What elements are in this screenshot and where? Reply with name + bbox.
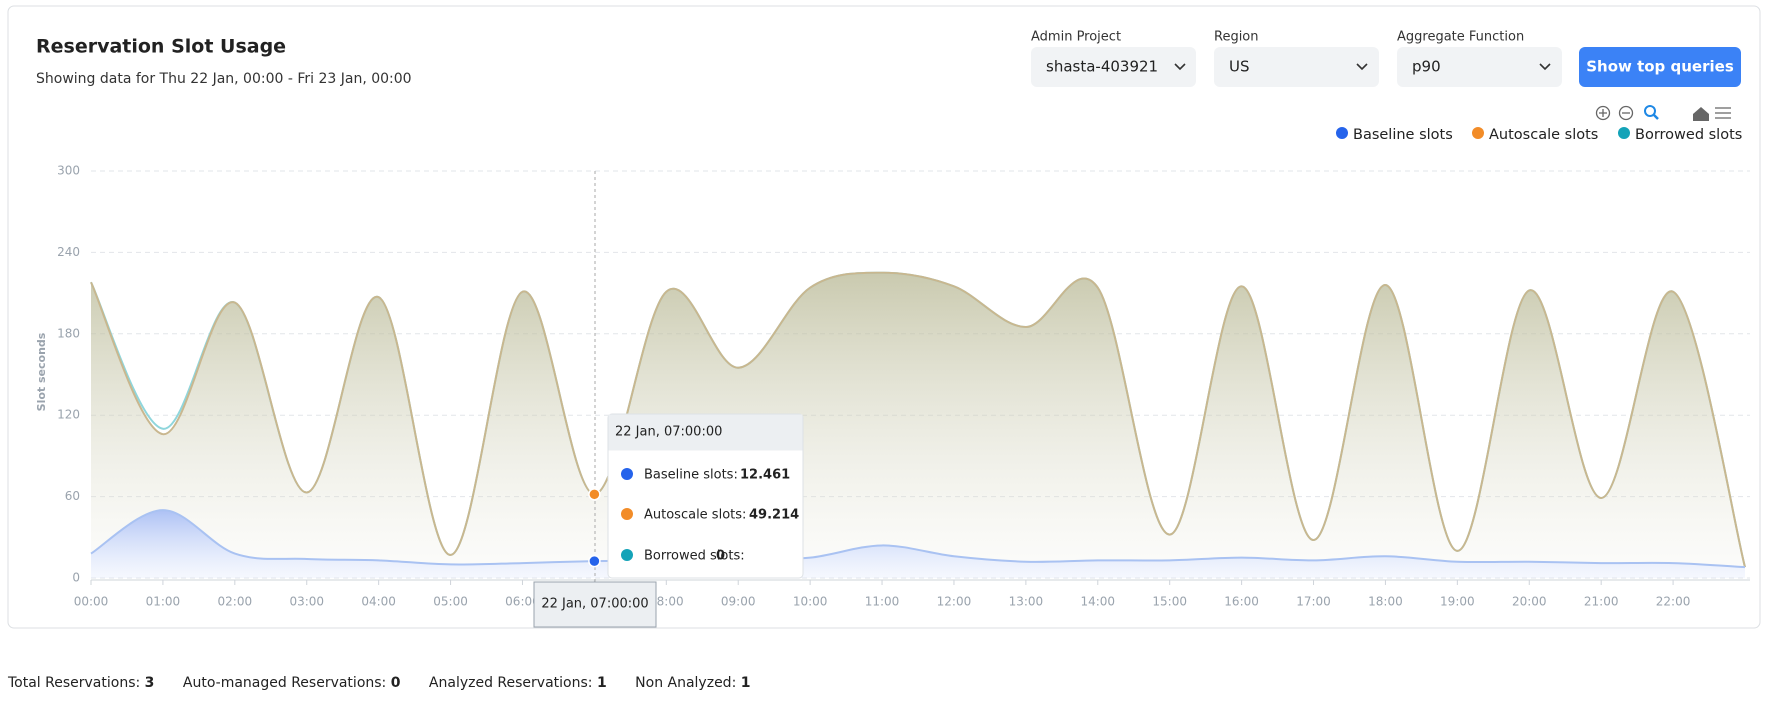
x-tick-label: 09:00 (721, 595, 756, 609)
hover-point (588, 488, 601, 501)
x-tick-label: 11:00 (865, 595, 900, 609)
zoom[interactable] (1644, 105, 1656, 117)
legend-marker (1472, 127, 1484, 139)
tooltip-dot (621, 508, 633, 520)
menu[interactable] (1715, 107, 1731, 119)
area (91, 272, 1745, 568)
chevron (1539, 63, 1551, 71)
zoom-in[interactable] (1595, 105, 1611, 121)
button[interactable] (1579, 47, 1741, 87)
select-value[interactable]: p90 (1412, 58, 1441, 76)
chevron (1174, 63, 1186, 71)
x-tick-label: 15:00 (1152, 595, 1187, 609)
y-tick-label: 60 (65, 489, 80, 503)
tooltip-dot (621, 549, 633, 561)
stat-label: Total Reservations: (8, 675, 141, 691)
subtitle: Showing data for Thu 22 Jan, 00:00 - Fri… (36, 71, 412, 87)
tooltip-value: 49.214 (749, 508, 799, 523)
filter-label: Aggregate Function (1397, 30, 1524, 45)
x-tick-label: 08:00 (649, 595, 684, 609)
select[interactable] (1397, 47, 1562, 87)
x-tick-label: 22:00 (1656, 595, 1691, 609)
plot: 0 60 120 180 240 300 00:00 01:00 02:00 03:00 04:00… (57, 164, 1750, 609)
x-tick-label: 16:00 (1224, 595, 1259, 609)
x-tick-label: 21:00 (1584, 595, 1619, 609)
x-tick-label: 19:00 (1440, 595, 1475, 609)
stat-value: 1 (740, 675, 751, 691)
stat: Analyzed Reservations: 1 (429, 675, 607, 691)
legend-label: Baseline slots (1353, 127, 1453, 143)
y-tick-label: 240 (57, 245, 80, 259)
x-tick-label: 04:00 (361, 595, 396, 609)
tooltip-box (607, 413, 804, 579)
x-tick-label: 17:00 (1296, 595, 1331, 609)
y-tick-label: 120 (57, 408, 80, 422)
area (91, 510, 1745, 578)
hover-point (588, 554, 601, 568)
legend-label: Borrowed slots (1635, 127, 1742, 143)
x-tick-label: 05:00 (433, 595, 468, 609)
x-tick-label: 14:00 (1080, 595, 1115, 609)
x-tick-label: 18:00 (1368, 595, 1403, 609)
tooltip-value: 0 (716, 549, 725, 564)
tooltip-title: 22 Jan, 07:00:00 (615, 425, 722, 440)
x-tick-label: 00:00 (74, 595, 109, 609)
toolbar (1595, 105, 1731, 121)
filter-label: Region (1214, 30, 1259, 45)
tooltip-header (608, 414, 803, 451)
select[interactable] (1031, 47, 1196, 87)
y-tick-label: 0 (72, 571, 80, 585)
stat-label: Non Analyzed: (635, 675, 737, 691)
legend-marker (1336, 127, 1348, 139)
button-label[interactable]: Show top queries (1586, 58, 1734, 76)
x-tick-label: 03:00 (289, 595, 324, 609)
tooltip-label: Autoscale slots: (644, 508, 746, 523)
tooltip-value: 12.461 (740, 468, 790, 483)
tooltip: 22 Jan, 07:00:00 Baseline slots: 12.461 … (533, 171, 804, 628)
select-value[interactable]: shasta-403921 (1046, 58, 1158, 76)
stat-value: 1 (596, 675, 607, 691)
stat: Total Reservations: 3 (8, 675, 154, 691)
home[interactable] (1693, 107, 1709, 121)
tooltip-label: Baseline slots: (644, 468, 738, 483)
line (90, 271, 1746, 568)
legend-label: Autoscale slots (1489, 127, 1598, 143)
crosshair-label-box (533, 581, 657, 628)
title: Reservation Slot Usage (36, 36, 286, 58)
stat-label: Auto-managed Reservations: (182, 675, 387, 691)
x-tick-label: 13:00 (1009, 595, 1044, 609)
y-tick-label: 300 (57, 164, 80, 178)
tooltip-dot (621, 468, 633, 480)
line (90, 509, 1746, 569)
footer: Total Reservations: 3 Auto-managed Reser… (8, 675, 775, 691)
x-tick-label: 12:00 (937, 595, 972, 609)
legend-marker (1618, 127, 1630, 139)
x-tick-label: 10:00 (793, 595, 828, 609)
zoom-out[interactable] (1618, 105, 1634, 121)
x-tick-label: 01:00 (146, 595, 181, 609)
filter-label: Admin Project (1031, 30, 1121, 45)
stat: Non Analyzed: 1 (635, 675, 750, 691)
tooltip-label: Borrowed slots: (644, 549, 745, 564)
x-tick-label: 20:00 (1512, 595, 1547, 609)
crosshair-label: 22 Jan, 07:00:00 (541, 597, 648, 612)
x-tick-label: 02:00 (218, 595, 253, 609)
chart-card: Reservation Slot Usage Showing data for … (7, 5, 1761, 629)
stat-label: Analyzed Reservations: (428, 675, 593, 691)
x-tick-label: 06:00 (505, 595, 540, 609)
y-tick-label: 180 (57, 326, 80, 340)
select[interactable] (1214, 47, 1379, 87)
chevron (1356, 63, 1368, 71)
y-axis-title: Slot seconds (35, 332, 48, 411)
stat: Auto-managed Reservations: 0 (183, 675, 401, 691)
select-value[interactable]: US (1229, 58, 1250, 76)
stat-value: 0 (390, 675, 401, 691)
stat-value: 3 (144, 675, 155, 691)
